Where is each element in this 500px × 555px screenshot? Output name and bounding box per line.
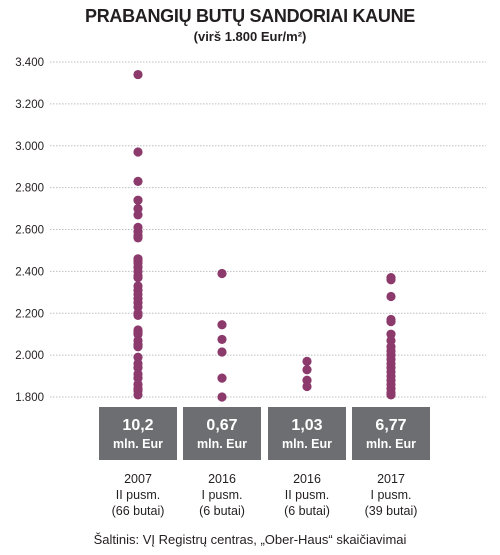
data-point xyxy=(386,390,396,400)
total-value-label: 6,77 xyxy=(375,417,406,434)
total-value-label: 0,67 xyxy=(206,417,237,434)
category-period-label: II pusm. xyxy=(116,488,160,502)
total-value-box xyxy=(183,407,261,460)
data-point xyxy=(133,195,143,205)
category-period-label: I pusm. xyxy=(202,488,243,502)
category-count-label: (6 butai) xyxy=(199,504,245,518)
total-value-box xyxy=(352,407,430,460)
data-point xyxy=(133,210,143,220)
total-unit-label: mln. Eur xyxy=(197,437,247,451)
y-tick-label: 2.600 xyxy=(15,225,44,237)
data-point xyxy=(133,233,143,243)
data-point xyxy=(217,347,227,357)
data-point xyxy=(386,291,396,302)
y-tick-label: 2.200 xyxy=(15,308,44,320)
data-point xyxy=(217,392,227,402)
y-tick-label: 2.000 xyxy=(15,350,44,362)
data-point xyxy=(217,334,227,345)
total-unit-label: mln. Eur xyxy=(113,437,163,451)
category-year-label: 2007 xyxy=(124,472,152,486)
category-year-label: 2017 xyxy=(377,472,405,486)
category-period-label: II pusm. xyxy=(285,488,329,502)
total-value-box xyxy=(268,407,346,460)
data-point xyxy=(386,275,396,285)
data-point xyxy=(133,147,143,157)
y-tick-label: 1.800 xyxy=(15,392,44,404)
category-count-label: (39 butai) xyxy=(365,504,418,518)
chart-title: PRABANGIŲ BUTŲ SANDORIAI KAUNE xyxy=(84,6,415,26)
data-point xyxy=(133,342,143,352)
data-point xyxy=(217,373,227,383)
source-note: Šaltinis: VĮ Registrų centras, „Ober-Hau… xyxy=(93,532,407,547)
total-unit-label: mln. Eur xyxy=(366,437,416,451)
scatter-plot: 1.800 2.000 2.200 2.400 2.600 2.800 3.000 3.200… xyxy=(15,57,486,518)
category-period-label: I pusm. xyxy=(371,488,412,502)
category-year-label: 2016 xyxy=(208,472,236,486)
data-point xyxy=(302,381,312,392)
category-count-label: (6 butai) xyxy=(284,504,330,518)
data-point xyxy=(133,390,143,400)
total-value-box xyxy=(99,407,177,460)
y-tick-label: 2.800 xyxy=(15,183,44,195)
y-tick-label: 3.200 xyxy=(15,99,44,111)
total-value-label: 10,2 xyxy=(122,417,153,434)
data-point xyxy=(217,320,227,330)
data-point xyxy=(133,273,143,283)
y-tick-label: 2.400 xyxy=(15,266,44,278)
chart-subtitle: (virš 1.800 Eur/m²) xyxy=(193,29,307,44)
data-point xyxy=(133,310,143,320)
data-point xyxy=(217,268,227,279)
data-point xyxy=(302,365,312,375)
category-year-label: 2016 xyxy=(293,472,321,486)
y-tick-label: 3.400 xyxy=(15,57,44,69)
category-count-label: (66 butai) xyxy=(112,504,165,518)
data-point xyxy=(386,317,396,327)
y-tick-label: 3.000 xyxy=(15,141,44,153)
total-value-label: 1,03 xyxy=(291,417,322,434)
data-point xyxy=(133,69,143,80)
total-unit-label: mln. Eur xyxy=(282,437,332,451)
data-point xyxy=(133,176,143,186)
data-point xyxy=(302,356,312,367)
